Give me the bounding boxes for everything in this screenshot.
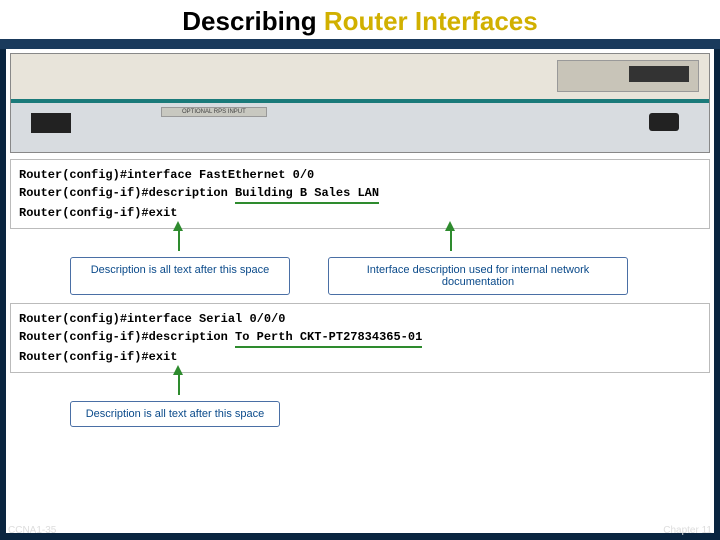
cli2-cmd3: exit bbox=[149, 350, 178, 364]
callout-desc-space: Description is all text after this space bbox=[70, 257, 290, 295]
router-hardware-image: OPTIONAL RPS INPUT bbox=[10, 53, 710, 153]
cli2-description-text: To Perth CKT-PT27834365-01 bbox=[235, 328, 422, 348]
cli1-prompt3: Router(config-if)# bbox=[19, 206, 149, 220]
callout-row-1: Description is all text after this space… bbox=[10, 257, 710, 295]
cli2-cmd1: interface Serial 0/0/0 bbox=[127, 312, 285, 326]
accent-band bbox=[0, 39, 720, 49]
arrow-head-1a bbox=[173, 221, 183, 231]
arrow-row-2 bbox=[10, 377, 710, 397]
content-area: OPTIONAL RPS INPUT Router(config)#interf… bbox=[6, 49, 714, 533]
cli2-prompt3: Router(config-if)# bbox=[19, 350, 149, 364]
arrow-stem-1b bbox=[450, 229, 452, 251]
slide-title: Describing Router Interfaces bbox=[0, 0, 720, 39]
cli-block-1: Router(config)#interface FastEthernet 0/… bbox=[10, 159, 710, 229]
cli2-prompt2: Router(config-if)# bbox=[19, 330, 149, 344]
cli2-line2: Router(config-if)#description To Perth C… bbox=[19, 328, 701, 348]
cli1-line1: Router(config)#interface FastEthernet 0/… bbox=[19, 166, 701, 184]
cli2-cmd2: description bbox=[149, 330, 235, 344]
cli1-cmd2: description bbox=[149, 186, 235, 200]
arrow-head-1b bbox=[445, 221, 455, 231]
router-top-chassis bbox=[11, 54, 709, 103]
cli1-line3: Router(config-if)#exit bbox=[19, 204, 701, 222]
arrow-row-1 bbox=[10, 233, 710, 253]
arrow-head-2 bbox=[173, 365, 183, 375]
cli2-line3: Router(config-if)#exit bbox=[19, 348, 701, 366]
title-part1: Describing bbox=[182, 6, 324, 36]
arrow-stem-1a bbox=[178, 229, 180, 251]
callout-internal-doc: Interface description used for internal … bbox=[328, 257, 628, 295]
cli1-prompt1: Router(config)# bbox=[19, 168, 127, 182]
cli1-description-text: Building B Sales LAN bbox=[235, 184, 379, 204]
cli-block-2: Router(config)#interface Serial 0/0/0 Ro… bbox=[10, 303, 710, 373]
cli1-cmd3: exit bbox=[149, 206, 178, 220]
cli1-cmd1: interface FastEthernet 0/0 bbox=[127, 168, 314, 182]
arrow-stem-2 bbox=[178, 373, 180, 395]
callout-desc-space-2: Description is all text after this space bbox=[70, 401, 280, 427]
cli1-prompt2: Router(config-if)# bbox=[19, 186, 149, 200]
footer-right: Chapter 11 bbox=[663, 525, 712, 536]
cli1-line2: Router(config-if)#description Building B… bbox=[19, 184, 701, 204]
callout-row-2: Description is all text after this space bbox=[10, 401, 710, 427]
rps-label: OPTIONAL RPS INPUT bbox=[161, 107, 267, 117]
title-part2: Router Interfaces bbox=[324, 6, 538, 36]
cli2-line1: Router(config)#interface Serial 0/0/0 bbox=[19, 310, 701, 328]
footer-left: CCNA1-35 bbox=[8, 525, 56, 536]
router-bottom-chassis: OPTIONAL RPS INPUT bbox=[11, 103, 709, 152]
cli2-prompt1: Router(config)# bbox=[19, 312, 127, 326]
